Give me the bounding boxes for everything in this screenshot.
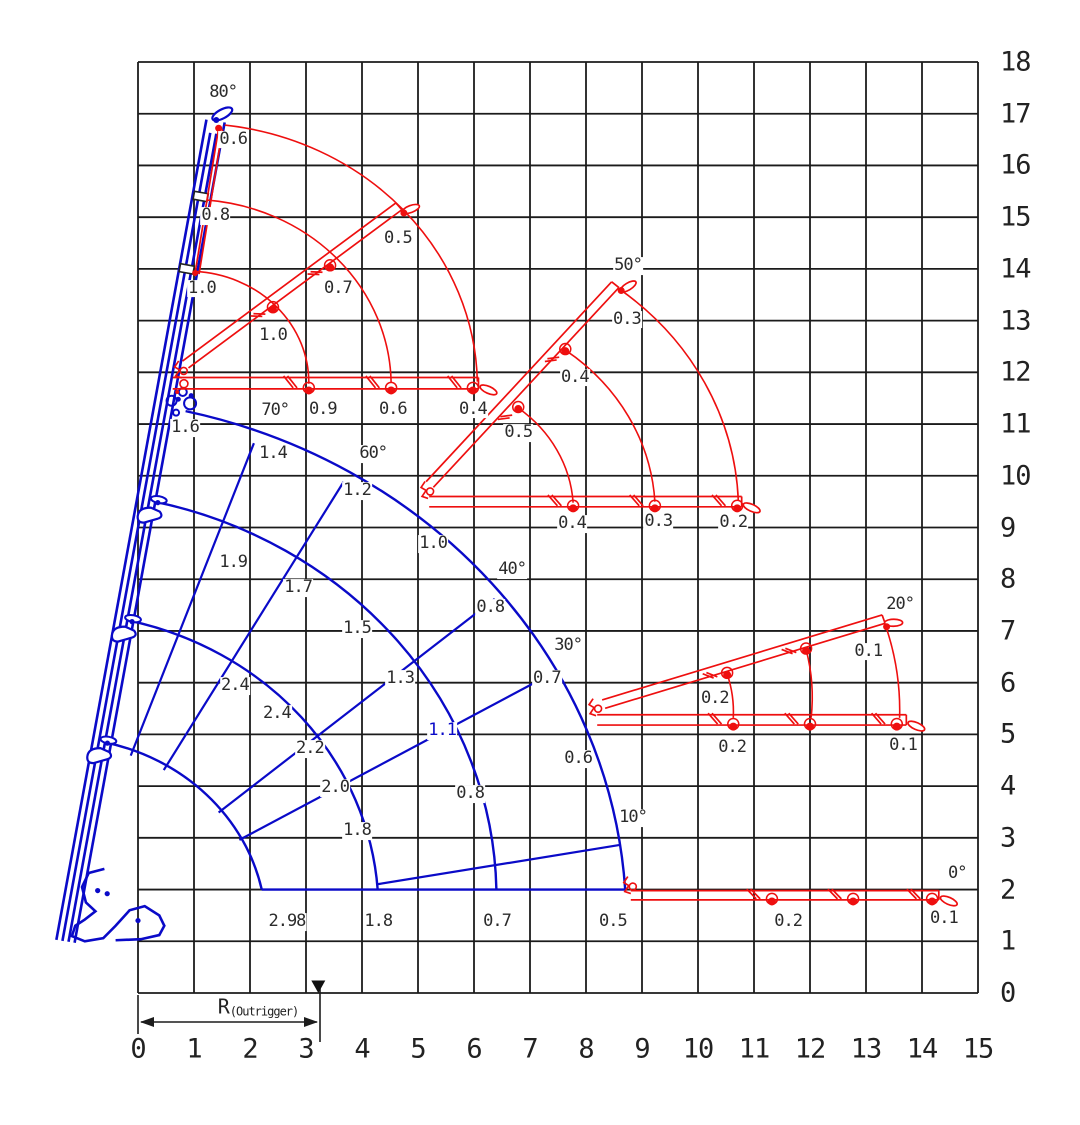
boom-hooks <box>86 495 168 765</box>
boom-envelope <box>104 409 627 891</box>
main-boom <box>55 106 234 943</box>
jib-boom-20 <box>587 614 926 732</box>
boom-head-cluster <box>165 378 198 417</box>
grid <box>137 61 979 994</box>
carrier-base <box>70 867 166 943</box>
jib-boom-80 <box>172 124 498 396</box>
outrigger-label-main: R <box>217 994 230 1019</box>
outrigger-label-sub: (Outrigger) <box>229 1004 299 1019</box>
outrigger-marker-icon <box>311 980 326 993</box>
jib-boom-0 <box>622 876 958 907</box>
outrigger-annotation <box>137 980 326 1042</box>
outrigger-dimension-label: R(Outrigger) <box>215 994 301 1019</box>
jib-boom-50 <box>419 280 761 514</box>
